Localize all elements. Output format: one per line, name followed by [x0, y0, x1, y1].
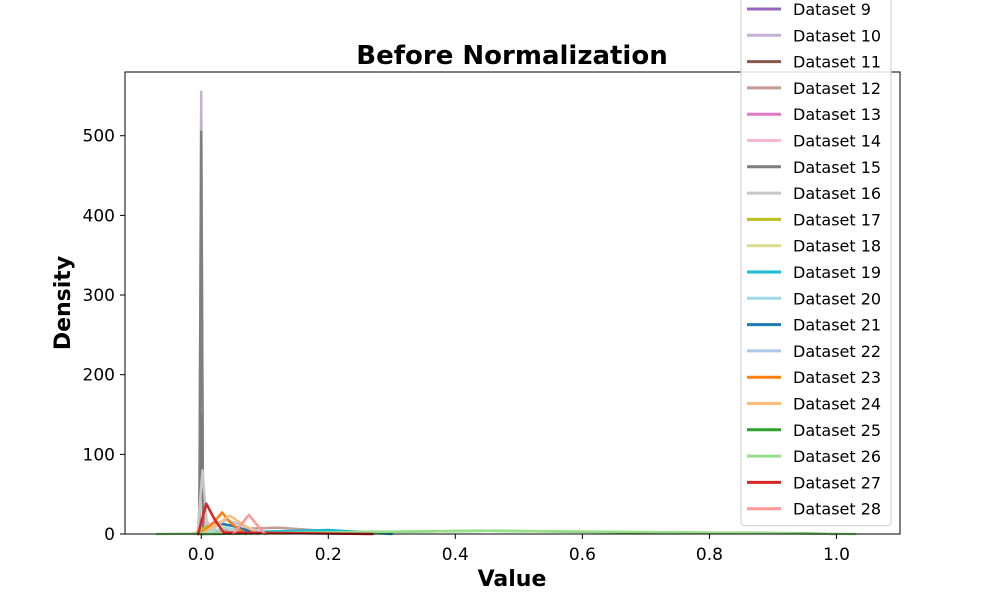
legend: Dataset 9 Dataset 10 Dataset 11 Dataset 12 D… — [740, 0, 892, 527]
legend-label: Dataset 11 — [793, 53, 881, 72]
x-tick-label: 1.0 — [823, 545, 850, 565]
plot-frame — [124, 71, 901, 535]
series-line-19 — [196, 502, 374, 536]
legend-label: Dataset 28 — [793, 500, 881, 519]
legend-label: Dataset 23 — [793, 368, 881, 387]
y-tick-label: 300 — [83, 286, 115, 306]
legend-label: Dataset 20 — [793, 289, 881, 308]
legend-label: Dataset 16 — [793, 184, 881, 203]
y-axis-label: Density — [51, 256, 76, 350]
y-tick-label: 0 — [104, 525, 115, 545]
y-tick-label: 500 — [83, 127, 115, 147]
legend-label: Dataset 22 — [793, 342, 881, 361]
x-axis-ticks: 0.0 0.2 0.4 0.6 0.8 1.0 — [188, 534, 850, 565]
x-tick-label: 0.4 — [442, 545, 469, 565]
plot-lines — [155, 90, 857, 536]
legend-label: Dataset 21 — [793, 316, 881, 335]
series-line-7 — [198, 130, 205, 536]
y-tick-label: 200 — [83, 366, 115, 386]
legend-box — [740, 0, 892, 527]
chart-title: Before Normalization — [356, 41, 667, 71]
legend-label: Dataset 12 — [793, 79, 881, 98]
y-tick-label: 400 — [83, 206, 115, 226]
legend-label: Dataset 27 — [793, 473, 881, 492]
x-tick-label: 0.8 — [696, 545, 723, 565]
legend-label: Dataset 25 — [793, 421, 881, 440]
legend-label: Dataset 17 — [793, 210, 881, 229]
series-line-15 — [199, 511, 247, 536]
legend-label: Dataset 19 — [793, 263, 881, 282]
y-axis-ticks: 0 100 200 300 400 500 — [83, 127, 125, 545]
x-tick-label: 0.0 — [188, 545, 215, 565]
series-line-16 — [199, 514, 260, 536]
legend-label: Dataset 9 — [793, 0, 871, 19]
legend-label: Dataset 26 — [793, 447, 881, 466]
legend-label: Dataset 15 — [793, 158, 881, 177]
x-axis-label: Value — [478, 567, 547, 592]
legend-label: Dataset 18 — [793, 237, 881, 256]
x-tick-label: 0.6 — [569, 545, 596, 565]
x-tick-label: 0.2 — [315, 545, 342, 565]
legend-label: Dataset 13 — [793, 105, 881, 124]
legend-label: Dataset 24 — [793, 395, 881, 414]
series-line-20 — [231, 513, 267, 536]
legend-label: Dataset 10 — [793, 26, 881, 45]
y-tick-label: 100 — [83, 445, 115, 465]
legend-label: Dataset 14 — [793, 132, 881, 151]
series-line-8 — [196, 469, 209, 536]
